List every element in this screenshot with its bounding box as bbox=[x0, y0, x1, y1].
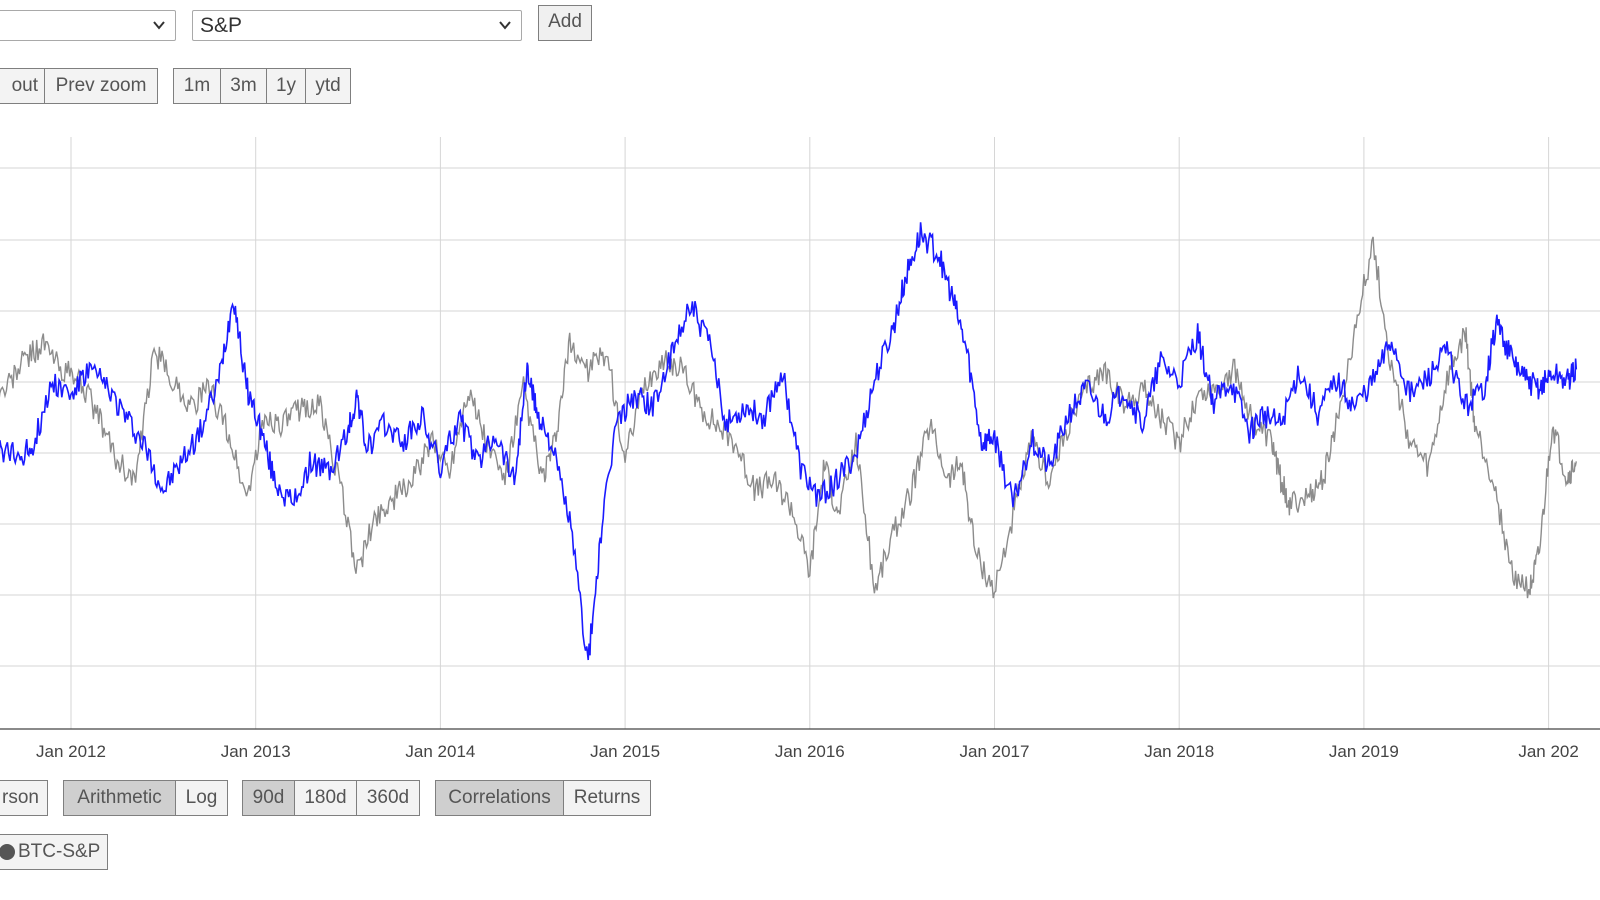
range-1y-button[interactable]: 1y bbox=[267, 69, 306, 103]
x-tick-label: Jan 2013 bbox=[221, 742, 291, 761]
chevron-down-icon bbox=[499, 21, 511, 30]
returns-button[interactable]: Returns bbox=[564, 781, 650, 815]
window-controls: 90d 180d 360d bbox=[242, 780, 420, 816]
series-line-gray bbox=[0, 236, 1577, 599]
arithmetic-button[interactable]: Arithmetic bbox=[64, 781, 176, 815]
x-tick-label: Jan 2017 bbox=[960, 742, 1030, 761]
x-axis-ticks: Jan 2012 Jan 2013 Jan 2014 Jan 2015 Jan 2016… bbox=[36, 742, 1579, 761]
add-button[interactable]: Add bbox=[538, 5, 592, 41]
series-b-select-value: S&P bbox=[200, 14, 243, 37]
correlations-button[interactable]: Correlations bbox=[436, 781, 564, 815]
series-a-select[interactable] bbox=[0, 10, 176, 41]
window-360d-button[interactable]: 360d bbox=[357, 781, 419, 815]
series-b-select[interactable]: S&P bbox=[192, 10, 522, 41]
x-tick-label: Jan 2019 bbox=[1329, 742, 1399, 761]
range-ytd-button[interactable]: ytd bbox=[306, 69, 350, 103]
correlation-chart: Jan 2012 Jan 2013 Jan 2014 Jan 2015 Jan 2016… bbox=[0, 137, 1600, 761]
chart-grid bbox=[0, 137, 1600, 729]
zoom-controls: out Prev zoom bbox=[0, 68, 158, 104]
range-1m-button[interactable]: 1m bbox=[174, 69, 221, 103]
window-90d-button[interactable]: 90d bbox=[243, 781, 295, 815]
x-tick-label: Jan 2018 bbox=[1144, 742, 1214, 761]
legend-label: BTC-S&P bbox=[18, 841, 101, 862]
x-tick-label: Jan 202 bbox=[1518, 742, 1579, 761]
range-3m-button[interactable]: 3m bbox=[221, 69, 267, 103]
window-180d-button[interactable]: 180d bbox=[295, 781, 357, 815]
pearson-button[interactable]: rson bbox=[0, 781, 47, 815]
x-tick-label: Jan 2015 bbox=[590, 742, 660, 761]
series-line-blue bbox=[0, 222, 1578, 661]
series-toggle-icon bbox=[0, 844, 15, 860]
scale-controls: Arithmetic Log bbox=[63, 780, 228, 816]
method-controls: rson bbox=[0, 780, 48, 816]
x-tick-label: Jan 2016 bbox=[775, 742, 845, 761]
legend-item-btc-sp[interactable]: BTC-S&P bbox=[0, 834, 108, 870]
log-button[interactable]: Log bbox=[176, 781, 227, 815]
zoom-out-button[interactable]: out bbox=[0, 69, 45, 103]
chevron-down-icon bbox=[153, 21, 165, 30]
view-controls: Correlations Returns bbox=[435, 780, 651, 816]
prev-zoom-button[interactable]: Prev zoom bbox=[45, 69, 157, 103]
chart-lines bbox=[0, 222, 1578, 661]
x-tick-label: Jan 2014 bbox=[405, 742, 475, 761]
x-tick-label: Jan 2012 bbox=[36, 742, 106, 761]
range-controls: 1m 3m 1y ytd bbox=[173, 68, 351, 104]
